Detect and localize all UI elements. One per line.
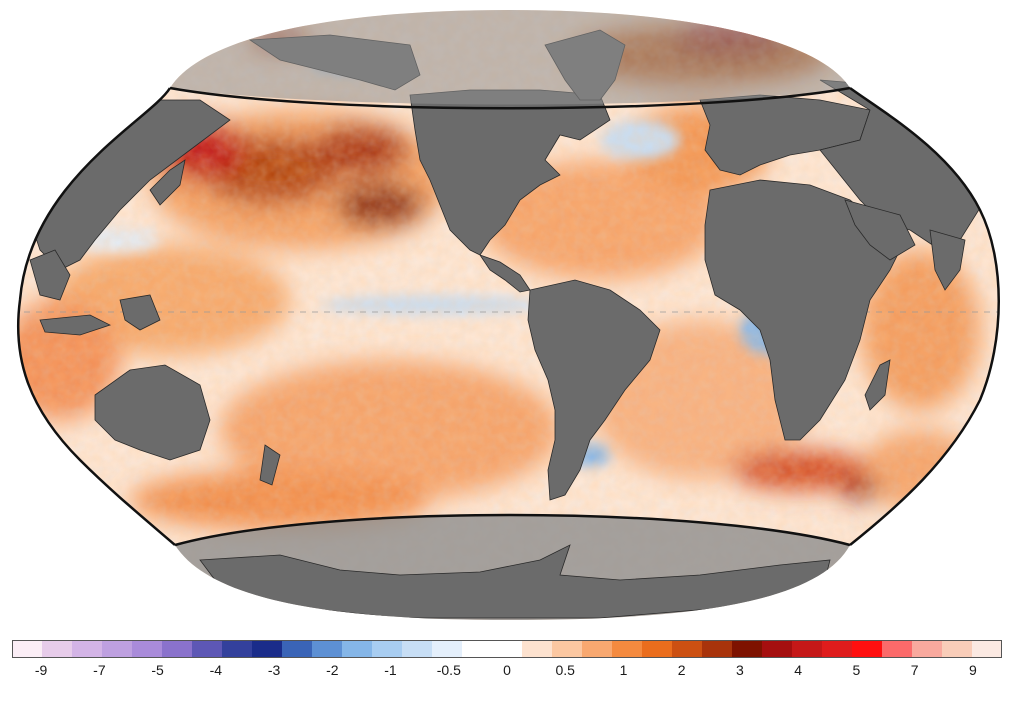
colorbar-bin <box>192 640 223 658</box>
colorbar-tick-label: -3 <box>267 662 281 678</box>
colorbar-bin <box>132 640 163 658</box>
colorbar <box>12 640 1003 658</box>
colorbar-bin <box>342 640 373 658</box>
colorbar-tick-label: -1 <box>384 662 397 678</box>
colorbar-tick-label: 2 <box>677 662 686 678</box>
colorbar-bin <box>432 640 463 658</box>
colorbar-bin <box>222 640 253 658</box>
colorbar-tick-label: 3 <box>735 662 744 678</box>
land-europe <box>699 94 871 176</box>
colorbar-bin <box>312 640 343 658</box>
world-anomaly-map <box>16 10 1000 620</box>
colorbar-bin <box>732 640 763 658</box>
colorbar-bin <box>162 640 193 658</box>
land-japan <box>149 159 186 206</box>
colorbar-tick-label: 0.5 <box>555 662 575 678</box>
land-indonesia-2 <box>119 294 161 331</box>
colorbar-bin <box>372 640 403 658</box>
colorbar-tick-label: -0.5 <box>436 662 461 678</box>
colorbar-tick-label: 5 <box>852 662 861 678</box>
colorbar-bin <box>822 640 853 658</box>
colorbar-tick-label: 4 <box>794 662 803 678</box>
colorbar-bin <box>612 640 643 658</box>
colorbar-bin <box>942 640 973 658</box>
north-cutoff-line <box>169 86 851 110</box>
colorbar-bin <box>552 640 583 658</box>
land-antarctica <box>199 544 831 619</box>
land-indochina <box>29 249 71 301</box>
colorbar-bin <box>912 640 943 658</box>
arctic-overlay <box>18 10 999 105</box>
colorbar-bin <box>672 640 703 658</box>
land-south-america <box>527 279 661 501</box>
colorbar-bin <box>762 640 793 658</box>
land-indonesia-1 <box>39 314 112 336</box>
map-svg <box>16 10 1000 620</box>
colorbar-bin <box>792 640 823 658</box>
colorbar-bin <box>882 640 913 658</box>
colorbar-bin <box>522 640 553 658</box>
land-india <box>929 229 966 291</box>
globe-outline-right <box>849 86 1000 546</box>
south-cutoff-line <box>174 513 851 547</box>
colorbar-bin <box>462 640 493 658</box>
land-arabia <box>844 199 916 261</box>
colorbar-tick-label: -4 <box>209 662 223 678</box>
colorbar-tick-label: -9 <box>34 662 48 678</box>
colorbar-bin <box>702 640 733 658</box>
globe-outline <box>16 87 176 546</box>
colorbar-tick-label: 1 <box>619 662 628 678</box>
land-australia <box>94 364 211 461</box>
colorbar-bin <box>492 640 523 658</box>
colorbar-bin <box>402 640 433 658</box>
colorbar-bin <box>582 640 613 658</box>
land-madagascar <box>864 359 891 411</box>
colorbar-tick-label: 7 <box>910 662 919 678</box>
colorbar-tick-label: -7 <box>93 662 106 678</box>
colorbar-bin <box>42 640 73 658</box>
land-central-america <box>479 254 531 293</box>
colorbar-bin <box>12 640 43 658</box>
colorbar-bin <box>852 640 883 658</box>
colorbar-tick-label: -2 <box>326 662 339 678</box>
colorbar-bin <box>972 640 1003 658</box>
colorbar-tick-label: 0 <box>503 662 511 678</box>
colorbar-border <box>12 640 1002 658</box>
colorbar-bin <box>252 640 283 658</box>
colorbar-tick-label: 9 <box>968 662 977 678</box>
colorbar-bin <box>102 640 133 658</box>
colorbar-bin <box>642 640 673 658</box>
colorbar-bin <box>282 640 313 658</box>
colorbar-ticks: -9 -7 -5 -4 -3 -2 -1 -0.5 0 0.5 1 2 3 4 5 7 9 <box>12 662 1002 684</box>
colorbar-bin <box>72 640 103 658</box>
colorbar-svg <box>12 640 1003 658</box>
land-new-zealand <box>259 444 281 486</box>
colorbar-tick-label: -5 <box>151 662 164 678</box>
ocean-field <box>18 10 999 620</box>
